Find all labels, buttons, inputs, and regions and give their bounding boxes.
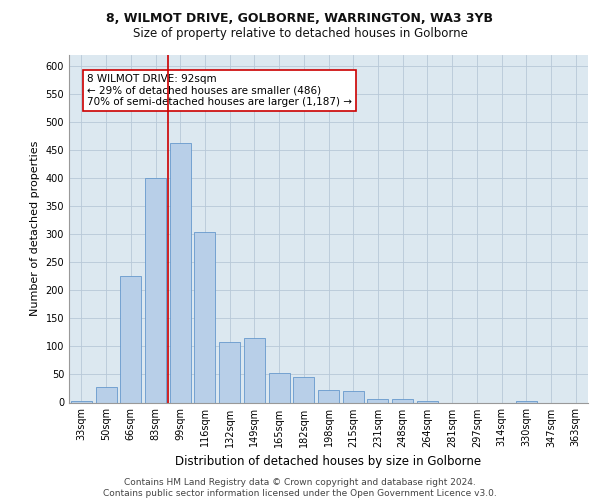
Text: 8, WILMOT DRIVE, GOLBORNE, WARRINGTON, WA3 3YB: 8, WILMOT DRIVE, GOLBORNE, WARRINGTON, W… [107,12,493,26]
Bar [71,401,92,402]
Bar [343,392,364,402]
Bar [170,143,191,403]
Bar [269,373,290,402]
Bar [145,178,166,402]
Bar [392,398,413,402]
X-axis label: Distribution of detached houses by size in Golborne: Distribution of detached houses by size … [175,455,482,468]
Bar [194,232,215,402]
Bar [293,378,314,402]
Bar [219,342,240,402]
Bar [516,401,537,402]
Text: Size of property relative to detached houses in Golborne: Size of property relative to detached ho… [133,28,467,40]
Bar [95,387,116,402]
Bar [318,390,339,402]
Bar [367,398,388,402]
Y-axis label: Number of detached properties: Number of detached properties [30,141,40,316]
Bar [417,401,438,402]
Bar [244,338,265,402]
Text: Contains HM Land Registry data © Crown copyright and database right 2024.
Contai: Contains HM Land Registry data © Crown c… [103,478,497,498]
Bar [120,276,141,402]
Text: 8 WILMOT DRIVE: 92sqm
← 29% of detached houses are smaller (486)
70% of semi-det: 8 WILMOT DRIVE: 92sqm ← 29% of detached … [87,74,352,108]
